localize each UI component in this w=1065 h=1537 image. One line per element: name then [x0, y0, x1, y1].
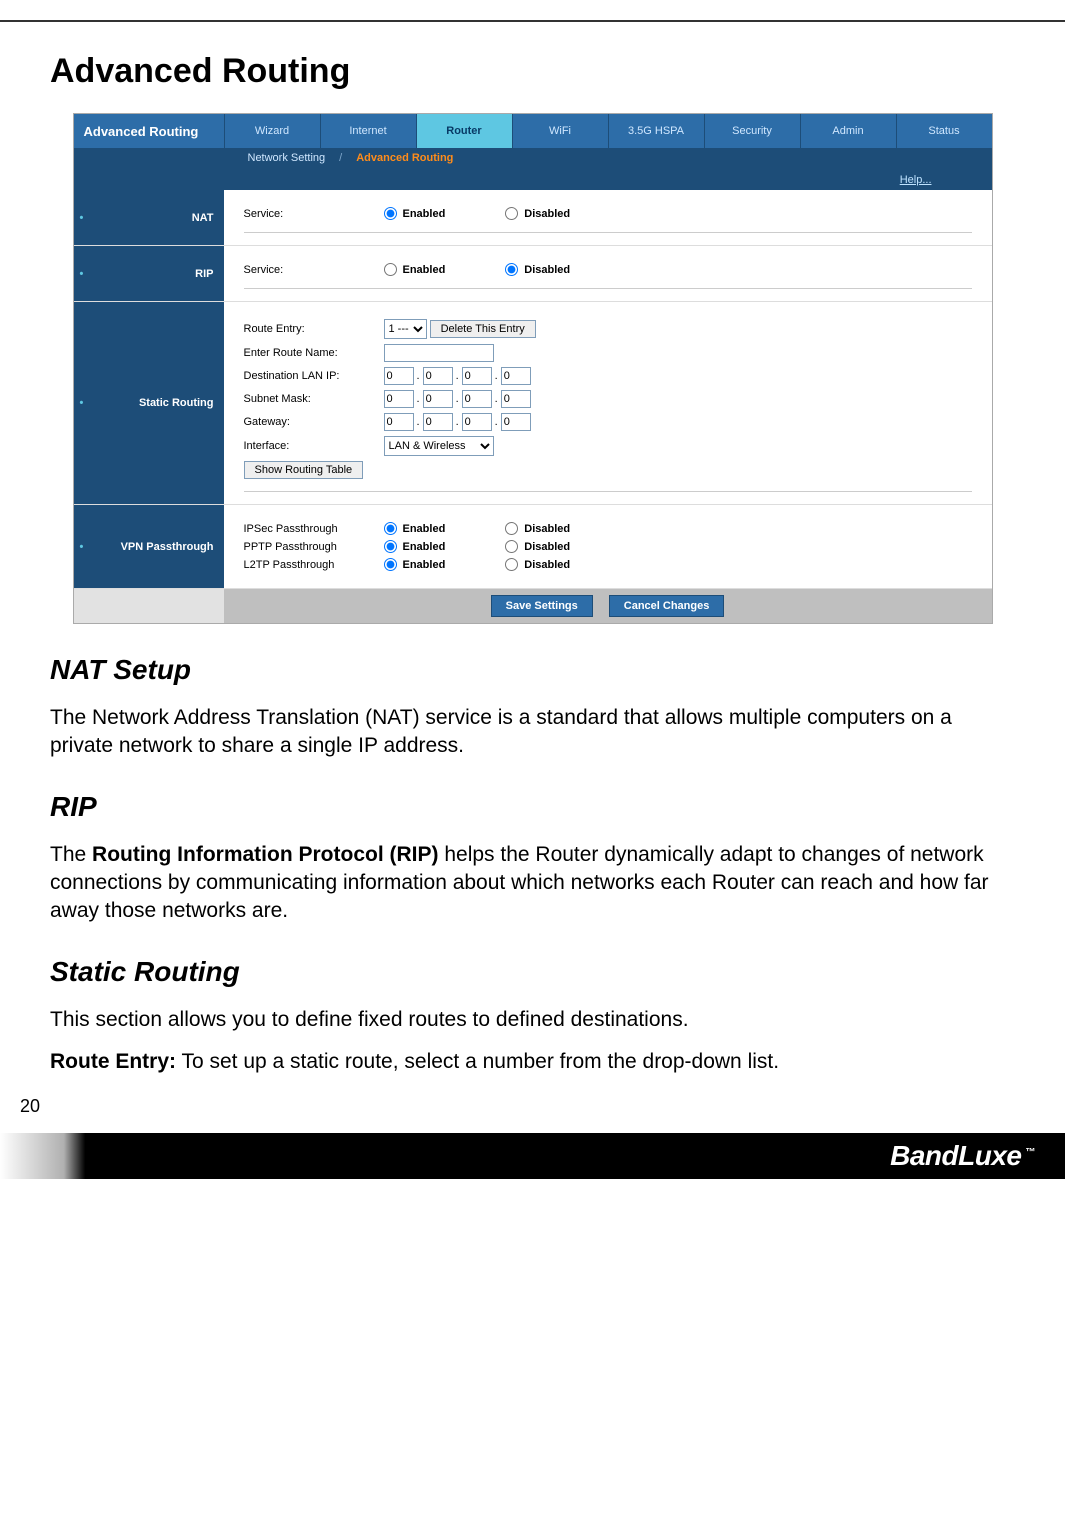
- route-name-label: Enter Route Name:: [244, 347, 384, 359]
- static-routing-text: This section allows you to define fixed …: [50, 1006, 1015, 1034]
- dest-lan-label: Destination LAN IP:: [244, 370, 384, 382]
- subtab-advanced-routing[interactable]: Advanced Routing: [342, 148, 467, 170]
- gateway-1[interactable]: [384, 413, 414, 431]
- vpn-l2tp-label: L2TP Passthrough: [244, 559, 384, 571]
- rip-enabled-input[interactable]: [384, 263, 397, 276]
- subnet-label: Subnet Mask:: [244, 393, 384, 405]
- vpn-ipsec-label: IPSec Passthrough: [244, 523, 384, 535]
- gateway-3[interactable]: [462, 413, 492, 431]
- route-entry-label: Route Entry:: [244, 323, 384, 335]
- footer-bar: BandLuxe™: [0, 1133, 1065, 1179]
- subnet-2[interactable]: [423, 390, 453, 408]
- gateway-label: Gateway:: [244, 416, 384, 428]
- subtab-network-setting[interactable]: Network Setting: [234, 148, 340, 170]
- delete-entry-button[interactable]: Delete This Entry: [430, 320, 536, 338]
- pptp-enabled-radio[interactable]: Enabled: [384, 540, 446, 553]
- nat-enabled-input[interactable]: [384, 207, 397, 220]
- subnet-3[interactable]: [462, 390, 492, 408]
- tab-hspa[interactable]: 3.5G HSPA: [608, 114, 704, 148]
- tab-router[interactable]: Router: [416, 114, 512, 148]
- l2tp-disabled-radio[interactable]: Disabled: [505, 558, 570, 571]
- nat-enabled-radio[interactable]: Enabled: [384, 207, 446, 220]
- ipsec-enabled-radio[interactable]: Enabled: [384, 522, 446, 535]
- page-heading: Advanced Routing: [50, 52, 1015, 91]
- dest-ip-2[interactable]: [423, 367, 453, 385]
- tab-security[interactable]: Security: [704, 114, 800, 148]
- tab-wifi[interactable]: WiFi: [512, 114, 608, 148]
- tab-status[interactable]: Status: [896, 114, 992, 148]
- tab-wizard[interactable]: Wizard: [224, 114, 320, 148]
- rip-service-label: Service:: [244, 264, 384, 276]
- save-settings-button[interactable]: Save Settings: [491, 595, 593, 617]
- gateway-4[interactable]: [501, 413, 531, 431]
- nat-disabled-radio[interactable]: Disabled: [505, 207, 570, 220]
- nat-service-label: Service:: [244, 208, 384, 220]
- show-routing-table-button[interactable]: Show Routing Table: [244, 461, 364, 479]
- panel-title: Advanced Routing: [74, 114, 224, 148]
- rip-enabled-radio[interactable]: Enabled: [384, 263, 446, 276]
- ui-header: Advanced Routing Wizard Internet Router …: [74, 114, 992, 148]
- brand-logo: BandLuxe™: [890, 1140, 1035, 1172]
- rip-text: The Routing Information Protocol (RIP) h…: [50, 841, 1015, 926]
- router-ui-panel: Advanced Routing Wizard Internet Router …: [73, 113, 993, 624]
- interface-select[interactable]: LAN & Wireless: [384, 436, 494, 456]
- route-entry-select[interactable]: 1 ---: [384, 319, 427, 339]
- nat-enabled-text: Enabled: [403, 208, 446, 220]
- route-entry-text: Route Entry: To set up a static route, s…: [50, 1048, 1015, 1076]
- rip-heading: RIP: [50, 791, 1015, 823]
- rip-disabled-radio[interactable]: Disabled: [505, 263, 570, 276]
- gateway-2[interactable]: [423, 413, 453, 431]
- subnet-4[interactable]: [501, 390, 531, 408]
- help-bar: Help...: [74, 170, 992, 190]
- nat-disabled-text: Disabled: [524, 208, 570, 220]
- section-rip-label: RIP: [74, 246, 224, 301]
- sub-tabs: Network Setting / Advanced Routing: [74, 148, 992, 170]
- l2tp-enabled-radio[interactable]: Enabled: [384, 558, 446, 571]
- rip-disabled-input[interactable]: [505, 263, 518, 276]
- tab-internet[interactable]: Internet: [320, 114, 416, 148]
- section-vpn-label: VPN Passthrough: [74, 505, 224, 588]
- dest-ip-1[interactable]: [384, 367, 414, 385]
- static-routing-heading: Static Routing: [50, 956, 1015, 988]
- dest-ip-4[interactable]: [501, 367, 531, 385]
- ipsec-disabled-radio[interactable]: Disabled: [505, 522, 570, 535]
- pptp-disabled-radio[interactable]: Disabled: [505, 540, 570, 553]
- dest-ip-3[interactable]: [462, 367, 492, 385]
- rip-enabled-text: Enabled: [403, 264, 446, 276]
- interface-label: Interface:: [244, 440, 384, 452]
- subnet-1[interactable]: [384, 390, 414, 408]
- cancel-changes-button[interactable]: Cancel Changes: [609, 595, 725, 617]
- nat-disabled-input[interactable]: [505, 207, 518, 220]
- tab-admin[interactable]: Admin: [800, 114, 896, 148]
- help-link[interactable]: Help...: [900, 174, 932, 186]
- route-name-input[interactable]: [384, 344, 494, 362]
- rip-disabled-text: Disabled: [524, 264, 570, 276]
- section-nat-label: NAT: [74, 190, 224, 245]
- main-tabs: Wizard Internet Router WiFi 3.5G HSPA Se…: [224, 114, 992, 148]
- nat-setup-heading: NAT Setup: [50, 654, 1015, 686]
- nat-setup-text: The Network Address Translation (NAT) se…: [50, 704, 1015, 761]
- page-number: 20: [20, 1096, 1015, 1117]
- section-static-routing-label: Static Routing: [74, 302, 224, 504]
- vpn-pptp-label: PPTP Passthrough: [244, 541, 384, 553]
